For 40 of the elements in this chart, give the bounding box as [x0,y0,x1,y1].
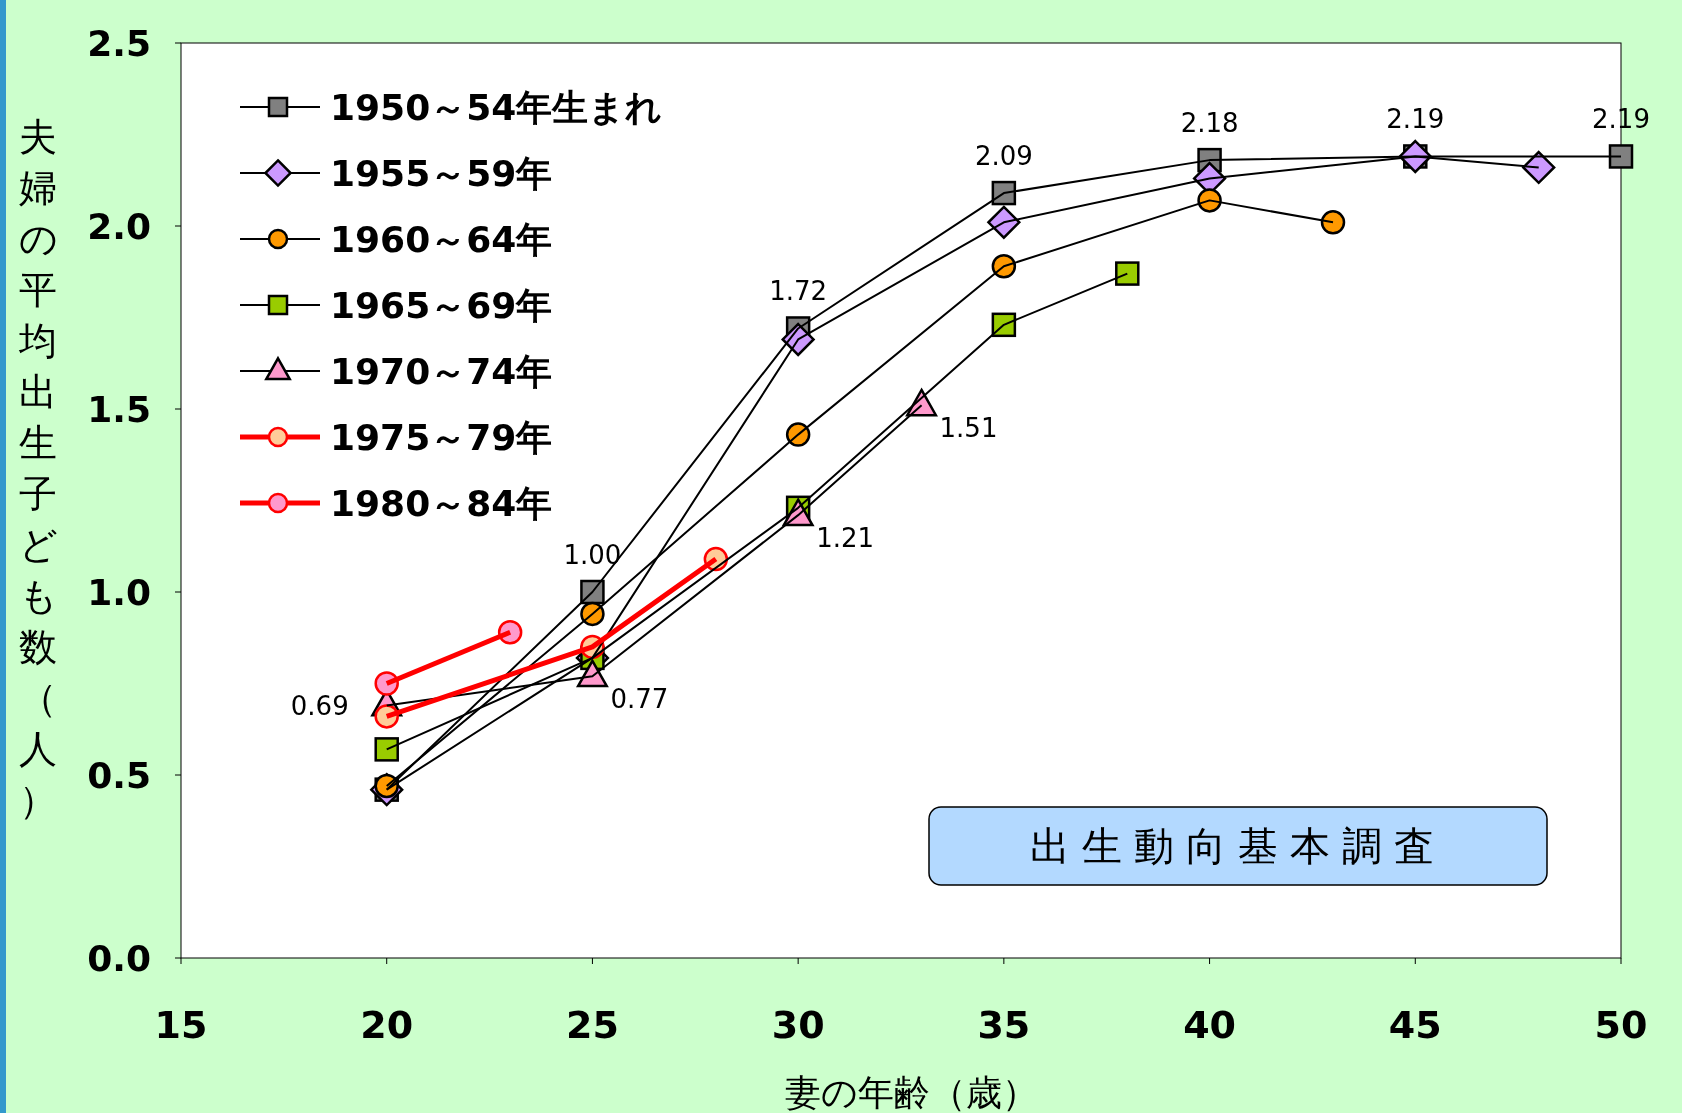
data-label: 1.51 [939,413,998,444]
data-label: 2.09 [974,141,1033,172]
legend-label: 1955～59年 [330,153,553,194]
y-tick-label: 0.0 [87,938,151,979]
y-axis-title: 夫婦の平均出生子ども数（人） [18,115,58,822]
data-label: 2.19 [1592,104,1650,135]
y-tick-label: 2.5 [87,23,151,64]
data-label: 1.21 [816,523,875,554]
legend-label: 1970～74年 [330,351,553,392]
data-label: 2.19 [1386,104,1445,135]
y-tick-label: 1.5 [87,389,151,430]
point [1522,150,1556,185]
x-axis-title: 妻の年齢（歳） [784,1072,1038,1113]
data-label: 1.00 [563,540,622,570]
data-label: 0.77 [610,684,669,715]
point [374,737,399,762]
x-tick-label: 25 [565,1003,619,1047]
data-label: 0.69 [290,691,349,722]
legend-label: 1960～64年 [330,219,553,260]
legend-label: 1965～69年 [330,285,553,326]
x-tick-label: 50 [1594,1003,1648,1047]
y-tick-label: 0.5 [87,755,151,796]
point [1115,261,1140,286]
legend-label: 1950～54年生まれ [330,87,663,128]
annotation: 出生動向基本調査 [1030,823,1446,869]
x-tick-label: 15 [154,1003,208,1047]
point [1320,210,1346,235]
data-label: 2.18 [1180,108,1239,139]
legend-label: 1980～84年 [330,483,553,524]
x-tick-label: 20 [360,1003,414,1047]
x-tick-label: 40 [1183,1003,1237,1047]
y-tick-label: 2.0 [87,206,151,247]
x-tick-label: 35 [977,1003,1031,1047]
legend-label: 1975～79年 [330,417,553,458]
x-tick-label: 45 [1388,1003,1442,1047]
data-label: 1.72 [769,276,828,307]
point [1608,144,1634,169]
note: 出生動向基本調査 [928,806,1548,886]
x-tick-label: 30 [771,1003,825,1047]
y-tick-label: 1.0 [87,572,151,613]
